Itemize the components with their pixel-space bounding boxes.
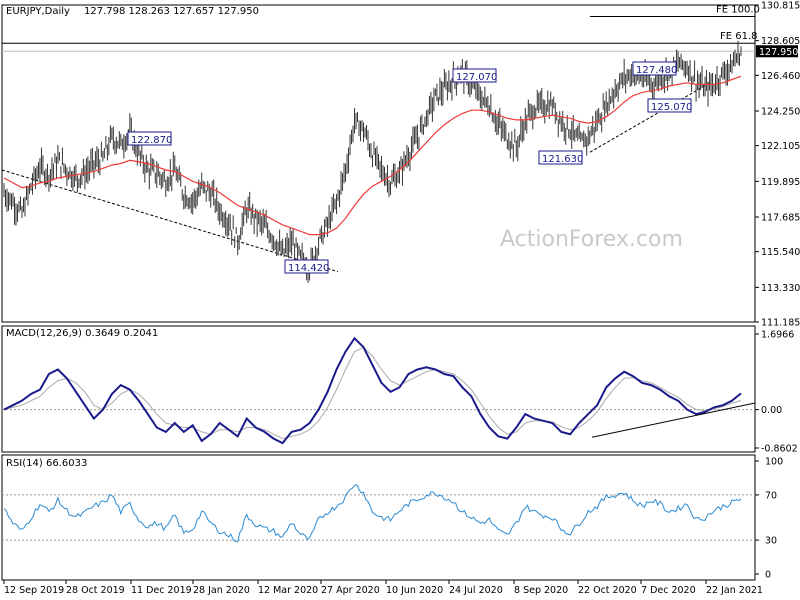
macd-tick-label: 0.00 <box>761 405 782 416</box>
x-tick-label: 28 Jan 2020 <box>193 585 250 596</box>
swing-label: 114.420 <box>288 263 329 274</box>
trendline-up <box>589 82 711 153</box>
x-tick-label: 8 Sep 2020 <box>514 585 568 596</box>
x-tick-label: 12 Sep 2019 <box>4 585 64 596</box>
swing-label: 127.480 <box>636 65 677 76</box>
swing-label-box <box>647 98 692 113</box>
swing-label-box <box>127 131 172 146</box>
macd-signal-line <box>3 346 742 440</box>
price-tick-label: 113.330 <box>761 283 800 294</box>
rsi-tick-label: 0 <box>765 570 771 581</box>
trendline-down <box>1 169 339 273</box>
x-tick-label: 11 Dec 2019 <box>131 585 192 596</box>
last-price-tag <box>756 45 798 58</box>
rsi-tick-label: 100 <box>765 457 783 468</box>
macd-panel: MACD(12,26,9) 0.3649 0.2041 1.6966 0.00 -0.… <box>1 325 798 455</box>
price-tick-label: 117.685 <box>761 213 800 224</box>
x-tick-label: 28 Oct 2019 <box>66 585 125 596</box>
x-tick-label: 7 Dec 2020 <box>641 585 696 596</box>
price-tick-label: 115.540 <box>761 247 800 258</box>
price-tick-label: 119.895 <box>761 177 800 188</box>
x-tick-label: 12 Mar 2020 <box>258 585 318 596</box>
rsi-title: RSI(14) 66.6033 <box>6 458 87 469</box>
price-tick-label: 126.460 <box>761 71 800 82</box>
swing-label: 127.070 <box>456 72 497 83</box>
price-tick-label: 122.105 <box>761 141 800 152</box>
x-tick-label: 10 Jun 2020 <box>386 585 443 596</box>
x-tick-label: 27 Apr 2020 <box>321 585 380 596</box>
rsi-frame <box>1 454 756 581</box>
last-price-text: 127.950 <box>759 47 798 58</box>
swing-label-box <box>538 150 583 165</box>
x-axis: 12 Sep 2019 28 Oct 2019 11 Dec 2019 28 Jan … <box>3 580 763 596</box>
x-tick-label: 22 Oct 2020 <box>578 585 637 596</box>
swing-label-box <box>632 61 677 76</box>
rsi-tick-label: 70 <box>765 490 777 501</box>
macd-tick-label: 1.6966 <box>761 330 794 341</box>
rsi-panel: RSI(14) 66.6033 100 70 30 0 <box>1 454 783 581</box>
fe100-label: FE 100.0 <box>716 5 760 16</box>
price-tick-label: 111.185 <box>761 318 800 329</box>
macd-frame <box>1 325 756 453</box>
price-tick-label: 130.815 <box>761 1 800 12</box>
rsi-tick-label: 30 <box>765 536 777 547</box>
swing-label-box <box>284 259 329 274</box>
moving-average-line <box>3 75 742 236</box>
x-tick-label: 22 Jan 2021 <box>706 585 763 596</box>
x-tick-label: 24 Jul 2020 <box>449 585 503 596</box>
price-tick-label: 124.250 <box>761 107 800 118</box>
swing-label: 125.070 <box>651 102 692 113</box>
macd-line <box>3 336 742 445</box>
swing-label-box <box>452 68 497 83</box>
fe618-label: FE 61.8 <box>720 31 758 42</box>
macd-title: MACD(12,26,9) 0.3649 0.2041 <box>6 328 158 339</box>
rsi-line <box>3 484 742 543</box>
swing-label: 122.870 <box>131 135 172 146</box>
price-ohlc: 127.798 128.263 127.657 127.950 <box>84 6 259 17</box>
macd-tick-label: -0.8602 <box>761 444 798 455</box>
watermark: ActionForex.com <box>500 227 683 252</box>
macd-trendline <box>591 402 756 438</box>
price-tick-label: 128.605 <box>761 36 800 47</box>
price-panel: EURJPY,Daily 127.798 128.263 127.657 127.… <box>1 1 800 329</box>
swing-label: 121.630 <box>542 154 583 165</box>
price-title: EURJPY,Daily <box>6 6 70 17</box>
